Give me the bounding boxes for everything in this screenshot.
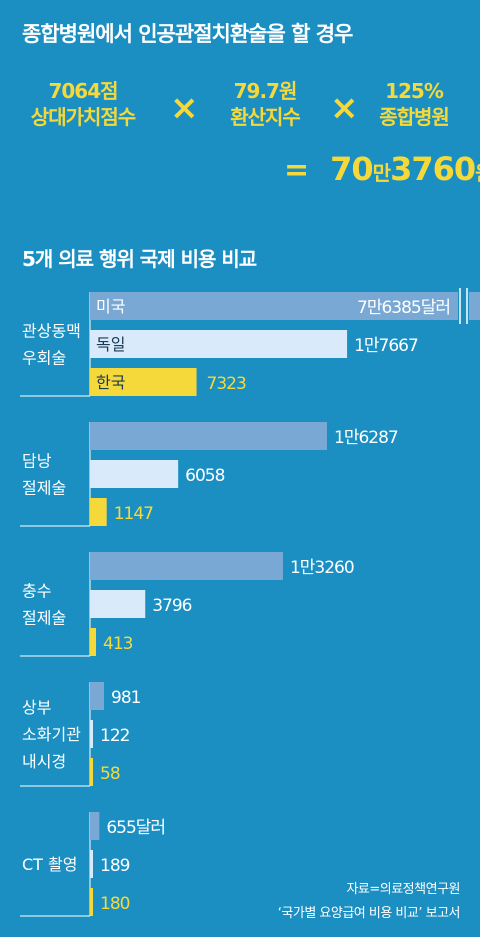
formula-term-hospital-rate: 125% 종합병원 xyxy=(360,78,468,130)
equals-sign: = xyxy=(284,153,309,188)
axis-break-gap xyxy=(460,290,468,322)
term-label: 종합병원 xyxy=(379,105,450,129)
bar xyxy=(90,330,348,358)
bar xyxy=(90,850,93,878)
value-label: 655달러 xyxy=(106,818,165,838)
formula-term-conversion-index: 79.7원 환산지수 xyxy=(206,78,324,130)
value-label: 3796 xyxy=(152,596,191,616)
value-label: 1만3260 xyxy=(290,558,354,578)
bar xyxy=(90,628,97,656)
times-sign: × xyxy=(170,88,199,128)
bar-continuation xyxy=(469,292,480,320)
result-part: 3760 xyxy=(390,150,476,188)
group-label: 충수 xyxy=(22,582,51,601)
bar xyxy=(90,682,104,710)
bar xyxy=(90,422,327,450)
value-label: 7323 xyxy=(207,374,246,394)
bar xyxy=(90,552,283,580)
group-label: 우회술 xyxy=(22,349,66,368)
formula-result: = 70만3760원 xyxy=(284,150,480,188)
series-name-label: 한국 xyxy=(96,373,125,392)
result-part: 원 xyxy=(475,161,480,185)
series-name-label: 독일 xyxy=(96,335,125,354)
term-value: 125% xyxy=(385,79,444,103)
formula-title: 종합병원에서 인공관절치환술을 할 경우 xyxy=(22,22,353,46)
value-label: 189 xyxy=(100,856,130,876)
bar xyxy=(90,758,93,786)
term-label: 환산지수 xyxy=(230,105,301,129)
value-label: 1만6287 xyxy=(334,428,398,448)
source-line-1: 자료=의료정책연구원 xyxy=(346,882,460,897)
term-value: 79.7원 xyxy=(233,79,298,103)
value-label: 413 xyxy=(103,634,133,654)
chart-title: 5개 의료 행위 국제 비용 비교 xyxy=(22,247,257,271)
bar xyxy=(90,812,100,840)
bar xyxy=(90,590,146,618)
group-label: 담낭 xyxy=(22,452,52,471)
group-label: 내시경 xyxy=(22,752,66,771)
result-part: 70 xyxy=(330,150,374,188)
formula-term-relative-value: 7064점 상대가치점수 xyxy=(24,78,142,130)
series-name-label: 미국 xyxy=(96,297,125,316)
bar xyxy=(90,368,197,396)
group-label: 절제술 xyxy=(22,479,66,498)
bar xyxy=(90,460,179,488)
value-label: 122 xyxy=(100,726,130,746)
value-label: 180 xyxy=(100,894,130,914)
group-label: CT 촬영 xyxy=(22,855,77,874)
bar xyxy=(90,720,93,748)
result-part: 만 xyxy=(372,161,391,185)
source-line-2: ‘국가별 요양급여 비용 비교’ 보고서 xyxy=(277,906,461,921)
bar xyxy=(90,292,458,320)
term-label: 상대가치점수 xyxy=(30,105,136,129)
value-label: 1만7667 xyxy=(354,336,418,356)
term-value: 7064점 xyxy=(48,79,118,103)
group-label: 상부 xyxy=(22,698,51,717)
group-label: 관상동맥 xyxy=(22,322,81,341)
value-label: 7만6385달러 xyxy=(357,298,450,318)
value-label: 1147 xyxy=(114,504,153,524)
value-label: 981 xyxy=(111,688,141,708)
group-label: 절제술 xyxy=(22,609,66,628)
bar xyxy=(90,498,107,526)
bar xyxy=(90,888,93,916)
times-sign: × xyxy=(330,88,359,128)
group-label: 소화기관 xyxy=(22,725,81,744)
value-label: 6058 xyxy=(185,466,224,486)
value-label: 58 xyxy=(100,764,120,784)
